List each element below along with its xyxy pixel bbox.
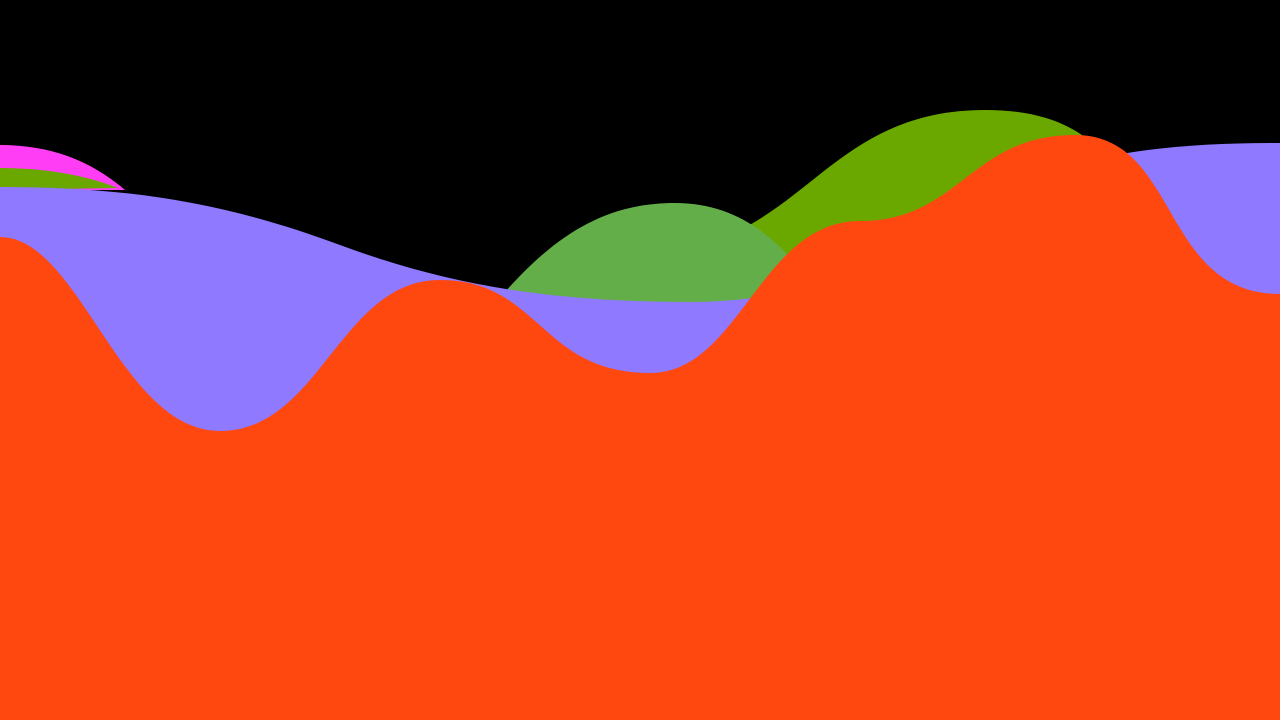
light-green-hill <box>505 203 805 310</box>
olive-green-wave-left <box>0 168 118 190</box>
orange-red-wave <box>0 135 1280 720</box>
